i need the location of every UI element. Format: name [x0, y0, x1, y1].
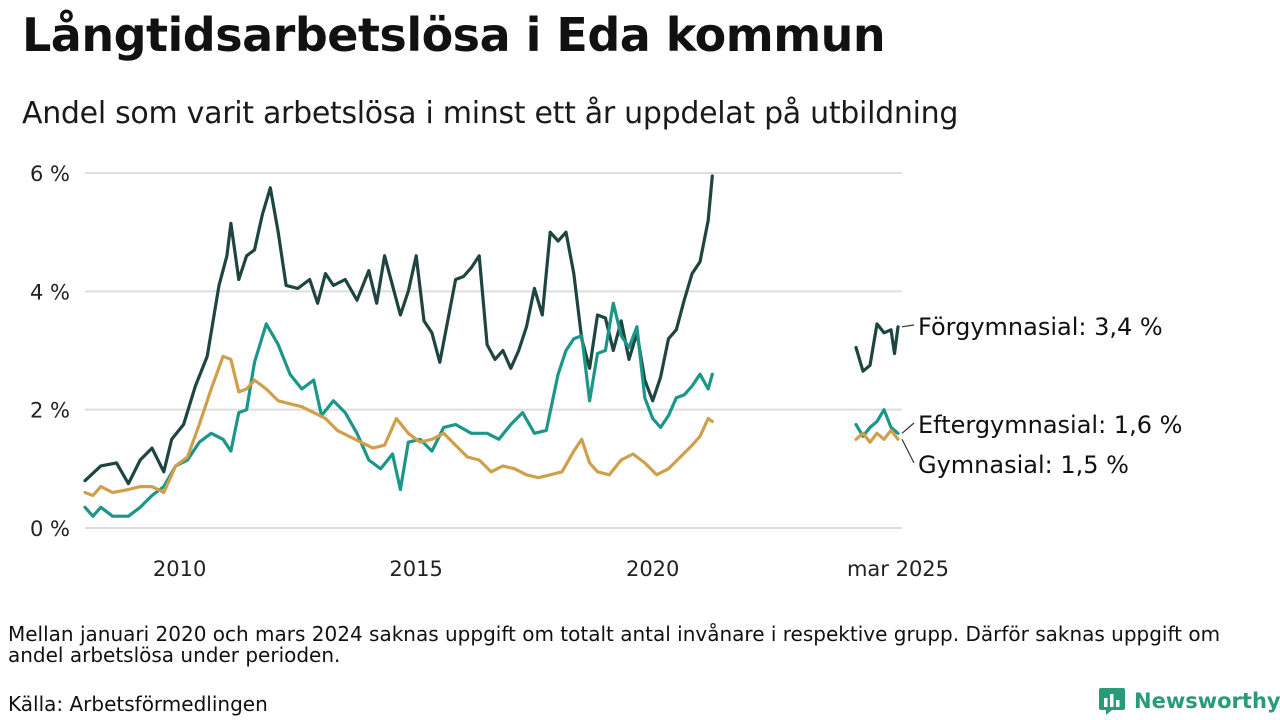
y-tick-label: 0 % [30, 517, 70, 541]
y-tick-label: 2 % [30, 399, 70, 423]
chart-subtitle: Andel som varit arbetslösa i minst ett å… [22, 96, 959, 131]
bar-chart-icon [1099, 688, 1125, 715]
leader-line [901, 438, 915, 464]
series-line-gymnasial [83, 354, 714, 498]
series-line-förgymnasial [83, 174, 714, 486]
x-tick-label: mar 2025 [847, 557, 949, 581]
series-line-eftergymnasial [854, 408, 900, 438]
brand-name: Newsworthy [1134, 689, 1280, 713]
leader-line [901, 422, 915, 434]
y-tick-label: 6 % [30, 162, 70, 186]
brand-logo: Newsworthy [1098, 686, 1280, 716]
y-tick-label: 4 % [30, 280, 70, 304]
source-note: Källa: Arbetsförmedlingen [8, 692, 268, 716]
chart-title: Långtidsarbetslösa i Eda kommun [22, 8, 886, 62]
series-line-eftergymnasial [83, 301, 714, 518]
leader-line [901, 324, 915, 328]
line-chart: 0 % 2 % 4 % 6 % 2010 2015 2020 mar 2025 Förgymna… [30, 162, 1182, 581]
end-label: Förgymnasial: 3,4 % [918, 313, 1163, 341]
series-line-förgymnasial [854, 322, 900, 373]
footnote: Mellan januari 2020 och mars 2024 saknas… [8, 622, 1221, 667]
end-label: Gymnasial: 1,5 % [918, 451, 1129, 479]
series-line-gymnasial [854, 428, 900, 444]
x-tick-label: 2010 [153, 557, 206, 581]
x-tick-label: 2015 [389, 557, 442, 581]
end-label: Eftergymnasial: 1,6 % [918, 411, 1182, 439]
x-tick-label: 2020 [626, 557, 679, 581]
